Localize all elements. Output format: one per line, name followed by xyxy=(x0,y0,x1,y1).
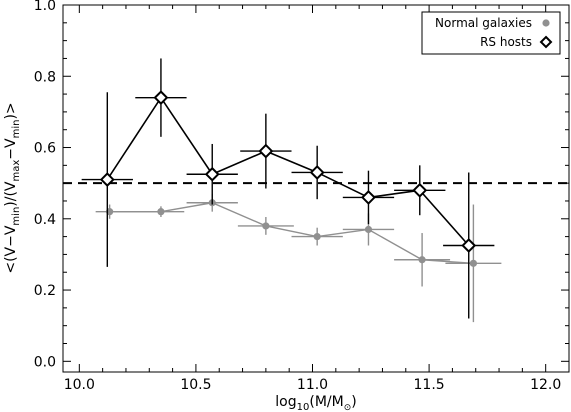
data-point xyxy=(262,222,270,230)
data-point xyxy=(364,225,373,234)
legend-marker-rs xyxy=(539,35,553,49)
data-point xyxy=(258,143,274,159)
data-point xyxy=(461,238,477,253)
series-normal-galaxies xyxy=(95,193,502,323)
x-tick-label: 12.0 xyxy=(530,377,561,393)
data-point xyxy=(412,182,428,198)
data-point xyxy=(469,259,477,267)
x-tick-label: 11.0 xyxy=(297,377,328,393)
plot-frame xyxy=(62,4,570,373)
legend-label-normal: Normal galaxies xyxy=(435,16,532,30)
y-tick-label: 0.0 xyxy=(34,354,56,370)
x-axis-title: log10(M/M⊙) xyxy=(275,394,356,412)
x-tick-label: 10.0 xyxy=(64,377,95,393)
data-point xyxy=(361,189,376,205)
plot-area xyxy=(63,58,569,323)
series-line xyxy=(109,202,474,265)
series-rs-hosts xyxy=(81,58,495,319)
data-point xyxy=(153,90,169,106)
data-point xyxy=(204,166,220,182)
data-point xyxy=(157,208,165,216)
y-axis-title: <(V−Vmin)/(Vmax−Vmin)> xyxy=(3,102,22,273)
x-tick-label: 11.5 xyxy=(414,377,445,393)
y-tick-label: 0.4 xyxy=(34,212,56,228)
y-tick-label: 1.0 xyxy=(34,0,56,14)
data-point xyxy=(99,172,115,188)
y-tick-label: 0.2 xyxy=(34,283,56,299)
x-tick-label: 10.5 xyxy=(180,377,211,393)
legend: Normal galaxies RS hosts xyxy=(421,11,561,55)
legend-box xyxy=(421,11,561,55)
data-point xyxy=(418,256,426,264)
axis-ticks: 10.0 10.5 11.0 11.5 12.0 0.0 0.2 0.4 0.6 0.8 1.0 xyxy=(34,0,570,393)
legend-marker-normal xyxy=(542,19,550,27)
y-tick-label: 0.6 xyxy=(34,141,56,157)
series-line xyxy=(106,96,470,247)
y-tick-label: 0.8 xyxy=(34,69,56,85)
data-point xyxy=(309,165,325,180)
legend-label-rs: RS hosts xyxy=(480,35,532,49)
data-point xyxy=(313,233,321,241)
